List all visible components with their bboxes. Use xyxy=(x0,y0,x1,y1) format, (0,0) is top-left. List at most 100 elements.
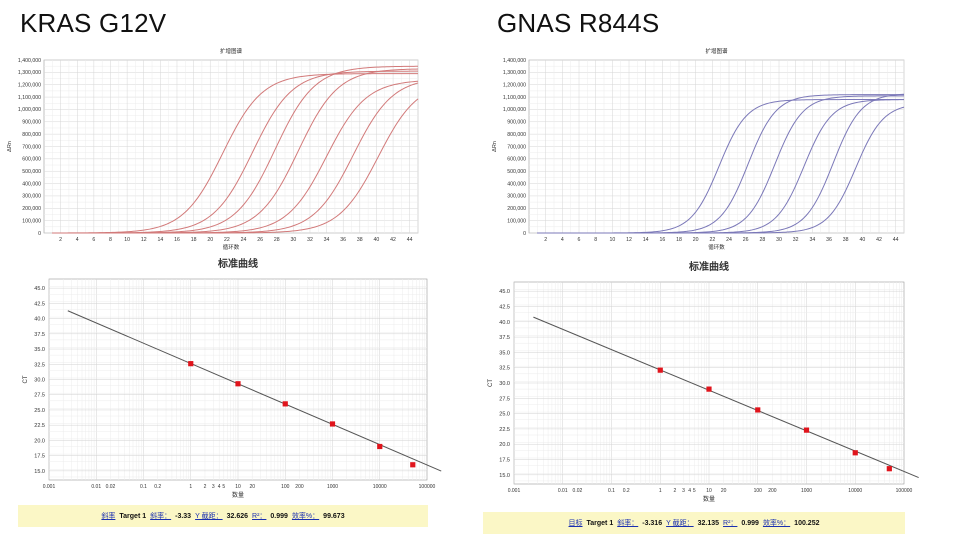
y-tick-label: 45.0 xyxy=(499,289,510,295)
x-tick-label: 4 xyxy=(218,484,221,490)
summary-yint: 32.626 xyxy=(226,512,249,520)
y-tick-label: 42.5 xyxy=(499,304,510,310)
x-tick-label: 22 xyxy=(224,237,230,243)
y-tick-label: 25.0 xyxy=(34,408,45,414)
y-tick-label: 35.0 xyxy=(34,347,45,353)
x-tick-label: 10000 xyxy=(848,488,862,494)
summary-prefix[interactable]: 目标 xyxy=(568,520,583,527)
x-tick-label: 2 xyxy=(674,488,677,494)
standard-point xyxy=(410,462,416,468)
x-tick-label: 22 xyxy=(709,237,715,243)
y-axis-label: ΔRn xyxy=(7,141,13,152)
x-tick-label: 34 xyxy=(324,237,330,243)
x-tick-label: 38 xyxy=(843,237,849,243)
amplification-curve xyxy=(52,98,419,234)
y-tick-label: 45.0 xyxy=(34,286,45,292)
y-tick-label: 200,000 xyxy=(22,206,41,212)
y-tick-label: 42.5 xyxy=(34,301,45,307)
summary-yint-label[interactable]: Y 截距： xyxy=(666,520,694,527)
y-tick-label: 1,000,000 xyxy=(18,107,41,113)
panel-title-right: GNAS R844S xyxy=(497,8,660,38)
y-tick-label: 600,000 xyxy=(507,157,526,163)
x-tick-label: 1 xyxy=(189,484,192,490)
x-tick-label: 24 xyxy=(726,237,732,243)
x-tick-label: 42 xyxy=(390,237,396,243)
x-tick-label: 18 xyxy=(191,237,197,243)
summary-slope-label[interactable]: 斜率： xyxy=(617,520,639,527)
x-tick-label: 34 xyxy=(809,237,815,243)
y-tick-label: 27.5 xyxy=(499,396,510,402)
standard-point xyxy=(657,367,663,373)
y-tick-label: 17.5 xyxy=(34,454,45,460)
summary-slope-label[interactable]: 斜率： xyxy=(150,513,172,520)
standard-point xyxy=(706,386,712,392)
x-tick-label: 0.01 xyxy=(558,488,568,494)
x-tick-label: 28 xyxy=(274,237,280,243)
y-tick-label: 500,000 xyxy=(22,169,41,175)
y-tick-label: 1,300,000 xyxy=(18,70,41,76)
x-tick-label: 1000 xyxy=(327,484,338,490)
regression-summary-left: 斜率 Target 1 斜率： -3.33 Y 截距： 32.626 R²： 0… xyxy=(18,505,428,527)
x-tick-label: 20 xyxy=(693,237,699,243)
y-tick-label: 0 xyxy=(38,231,41,237)
x-tick-label: 20 xyxy=(721,488,727,494)
x-tick-label: 5 xyxy=(222,484,225,490)
summary-yint-label[interactable]: Y 截距： xyxy=(195,513,223,520)
y-tick-label: 400,000 xyxy=(507,181,526,187)
y-axis-label: CT xyxy=(23,375,29,383)
x-axis-label: 数量 xyxy=(232,491,244,499)
summary-r2-label[interactable]: R²： xyxy=(723,520,738,527)
summary-r2: 0.999 xyxy=(270,512,288,520)
x-tick-label: 16 xyxy=(659,237,665,243)
x-axis-label: 循环数 xyxy=(708,243,725,251)
standard-curve-left: 标准曲线 15.0 17.5 20.0 22.5 25.0 27.5 30.0 32.5 35.0… xyxy=(23,257,442,499)
summary-slope: -3.316 xyxy=(642,519,663,527)
x-tick-label: 5 xyxy=(693,488,696,494)
standard-point xyxy=(329,421,336,427)
x-tick-label: 0.2 xyxy=(154,484,161,490)
x-tick-label: 0.1 xyxy=(608,488,615,494)
x-tick-label: 100 xyxy=(281,484,290,490)
y-axis-label: ΔRn xyxy=(492,141,498,152)
x-tick-label: 10 xyxy=(609,237,615,243)
x-tick-label: 1 xyxy=(659,488,662,494)
summary-prefix[interactable]: 斜率 xyxy=(101,513,116,520)
x-tick-label: 42 xyxy=(876,237,882,243)
y-tick-label: 600,000 xyxy=(22,157,41,163)
regression-summary-right: 目标 Target 1 斜率： -3.316 Y 截距： 32.135 R²： … xyxy=(483,512,905,534)
summary-r2-label[interactable]: R²： xyxy=(252,513,267,520)
standard-point xyxy=(235,381,241,387)
x-tick-label: 200 xyxy=(295,484,304,490)
y-tick-label: 800,000 xyxy=(22,132,41,138)
x-tick-label: 12 xyxy=(626,237,632,243)
y-tick-label: 27.5 xyxy=(34,393,45,399)
x-tick-label: 8 xyxy=(109,237,112,243)
y-tick-label: 500,000 xyxy=(507,169,526,175)
x-tick-label: 10 xyxy=(235,484,241,490)
chart-title: 扩增图谱 xyxy=(705,47,728,55)
y-tick-label: 0 xyxy=(523,231,526,237)
y-tick-label: 1,200,000 xyxy=(18,83,41,89)
summary-eff-label[interactable]: 效率%： xyxy=(762,520,791,527)
summary-yint: 32.135 xyxy=(697,519,720,527)
x-tick-label: 0.02 xyxy=(573,488,583,494)
x-tick-label: 2 xyxy=(204,484,207,490)
standard-point xyxy=(188,361,194,367)
y-tick-label: 1,100,000 xyxy=(503,95,526,101)
summary-eff-label[interactable]: 效率%： xyxy=(291,513,320,520)
x-tick-label: 12 xyxy=(141,237,147,243)
y-tick-label: 800,000 xyxy=(507,132,526,138)
y-tick-label: 40.0 xyxy=(34,317,45,323)
chart-title: 扩增图谱 xyxy=(220,47,243,55)
y-tick-label: 35.0 xyxy=(499,350,510,356)
standard-point xyxy=(803,427,810,433)
x-axis-label: 数量 xyxy=(703,495,715,503)
y-tick-label: 1,200,000 xyxy=(503,83,526,89)
x-tick-label: 32 xyxy=(793,237,799,243)
x-tick-label: 6 xyxy=(578,237,581,243)
x-tick-label: 10 xyxy=(124,237,130,243)
chart-title: 标准曲线 xyxy=(688,260,729,273)
summary-r2: 0.999 xyxy=(741,519,759,527)
x-tick-label: 36 xyxy=(826,237,832,243)
y-tick-label: 1,300,000 xyxy=(503,70,526,76)
